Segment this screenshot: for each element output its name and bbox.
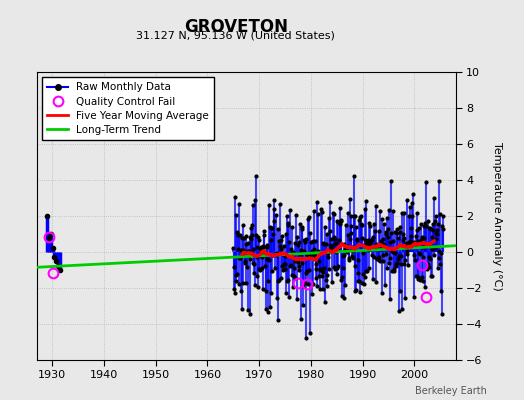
- Text: 31.127 N, 95.136 W (United States): 31.127 N, 95.136 W (United States): [136, 30, 335, 40]
- Y-axis label: Temperature Anomaly (°C): Temperature Anomaly (°C): [492, 142, 502, 290]
- Text: Berkeley Earth: Berkeley Earth: [416, 386, 487, 396]
- Text: GROVETON: GROVETON: [184, 18, 288, 36]
- Legend: Raw Monthly Data, Quality Control Fail, Five Year Moving Average, Long-Term Tren: Raw Monthly Data, Quality Control Fail, …: [42, 77, 214, 140]
